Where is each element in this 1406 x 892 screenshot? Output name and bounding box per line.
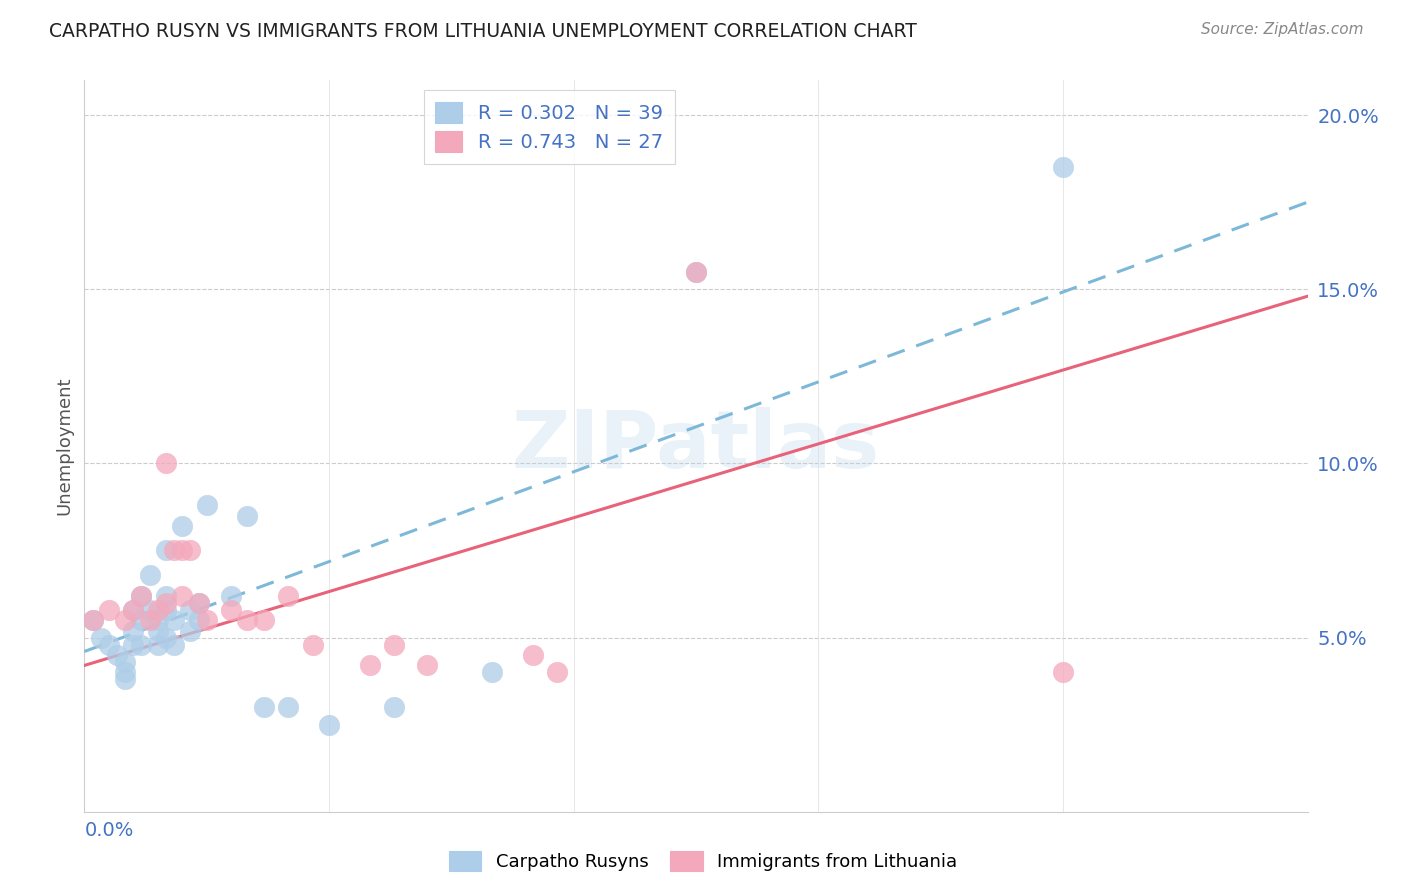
Text: CARPATHO RUSYN VS IMMIGRANTS FROM LITHUANIA UNEMPLOYMENT CORRELATION CHART: CARPATHO RUSYN VS IMMIGRANTS FROM LITHUA… [49, 22, 917, 41]
Point [359, 658, 381, 673]
Point [122, 603, 145, 617]
Point [195, 498, 218, 512]
Point [318, 717, 340, 731]
Point [187, 596, 209, 610]
Point [277, 700, 299, 714]
Point [155, 631, 177, 645]
Point [155, 543, 177, 558]
Point [114, 613, 136, 627]
Text: Source: ZipAtlas.com: Source: ZipAtlas.com [1201, 22, 1364, 37]
Point [146, 624, 169, 638]
Point [122, 603, 145, 617]
Text: ZIPatlas: ZIPatlas [512, 407, 880, 485]
Point [114, 655, 136, 669]
Point [146, 613, 169, 627]
Point [382, 700, 405, 714]
Point [172, 589, 194, 603]
Point [1052, 665, 1074, 680]
Point [122, 624, 145, 638]
Point [131, 589, 153, 603]
Point [155, 589, 177, 603]
Point [131, 589, 153, 603]
Point [172, 543, 194, 558]
Point [253, 613, 276, 627]
Legend: R = 0.302   N = 39, R = 0.743   N = 27: R = 0.302 N = 39, R = 0.743 N = 27 [423, 90, 675, 163]
Point [82, 613, 104, 627]
Point [277, 589, 299, 603]
Point [195, 613, 218, 627]
Point [114, 673, 136, 687]
Point [122, 638, 145, 652]
Point [219, 603, 242, 617]
Point [382, 638, 405, 652]
Point [236, 508, 259, 523]
Point [481, 665, 503, 680]
Point [522, 648, 544, 662]
Point [114, 665, 136, 680]
Point [546, 665, 568, 680]
Point [416, 658, 439, 673]
Point [187, 613, 209, 627]
Point [236, 613, 259, 627]
Point [163, 638, 186, 652]
Point [219, 589, 242, 603]
Point [1052, 161, 1074, 175]
Point [97, 638, 120, 652]
Point [97, 603, 120, 617]
Point [155, 596, 177, 610]
Point [253, 700, 276, 714]
Y-axis label: Unemployment: Unemployment [55, 376, 73, 516]
Point [179, 543, 201, 558]
Point [131, 638, 153, 652]
Point [685, 265, 707, 279]
Text: 0.0%: 0.0% [84, 822, 134, 840]
Point [179, 624, 201, 638]
Point [172, 519, 194, 533]
Point [90, 631, 112, 645]
Legend: Carpatho Rusyns, Immigrants from Lithuania: Carpatho Rusyns, Immigrants from Lithuan… [441, 844, 965, 879]
Point [163, 613, 186, 627]
Point [131, 613, 153, 627]
Point [105, 648, 128, 662]
Point [187, 596, 209, 610]
Point [155, 457, 177, 471]
Point [82, 613, 104, 627]
Point [146, 603, 169, 617]
Point [155, 603, 177, 617]
Point [163, 543, 186, 558]
Point [685, 265, 707, 279]
Point [146, 638, 169, 652]
Point [138, 613, 160, 627]
Point [138, 567, 160, 582]
Point [138, 603, 160, 617]
Point [179, 603, 201, 617]
Point [301, 638, 323, 652]
